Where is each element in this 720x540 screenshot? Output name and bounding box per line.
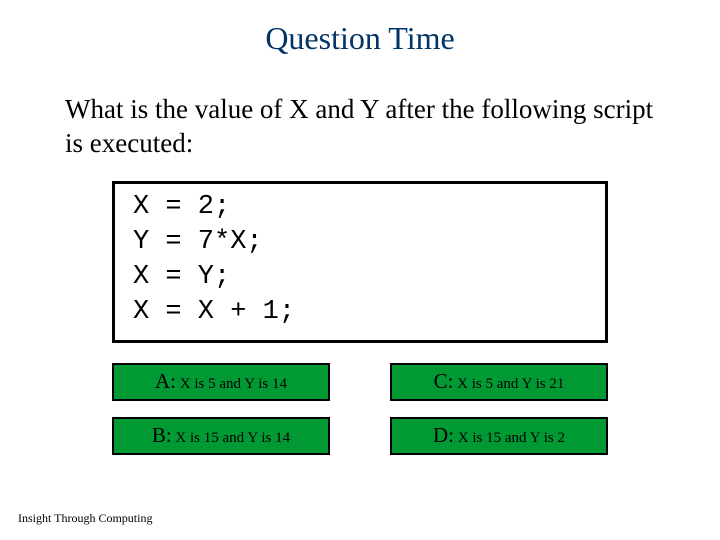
answer-text: X is 15 and Y is 2 [454, 430, 565, 446]
code-line: X = Y; [133, 260, 587, 295]
answer-text: X is 5 and Y is 14 [176, 376, 287, 392]
answer-text: X is 15 and Y is 14 [172, 430, 290, 446]
answer-label: D: [433, 423, 454, 447]
code-line: Y = 7*X; [133, 225, 587, 260]
code-line: X = 2; [133, 190, 587, 225]
question-text: What is the value of X and Y after the f… [65, 93, 655, 161]
answers-grid: A: X is 5 and Y is 14 C: X is 5 and Y is… [112, 363, 608, 455]
answer-a[interactable]: A: X is 5 and Y is 14 [112, 363, 330, 401]
answer-c[interactable]: C: X is 5 and Y is 21 [390, 363, 608, 401]
answer-d[interactable]: D: X is 15 and Y is 2 [390, 417, 608, 455]
answer-label: C: [434, 369, 454, 393]
answer-label: A: [155, 369, 176, 393]
footer-text: Insight Through Computing [18, 511, 152, 526]
answer-b[interactable]: B: X is 15 and Y is 14 [112, 417, 330, 455]
slide-title: Question Time [0, 0, 720, 57]
answer-text: X is 5 and Y is 21 [453, 376, 564, 392]
answer-label: B: [152, 423, 172, 447]
code-line: X = X + 1; [133, 295, 587, 330]
code-box: X = 2; Y = 7*X; X = Y; X = X + 1; [112, 181, 608, 343]
